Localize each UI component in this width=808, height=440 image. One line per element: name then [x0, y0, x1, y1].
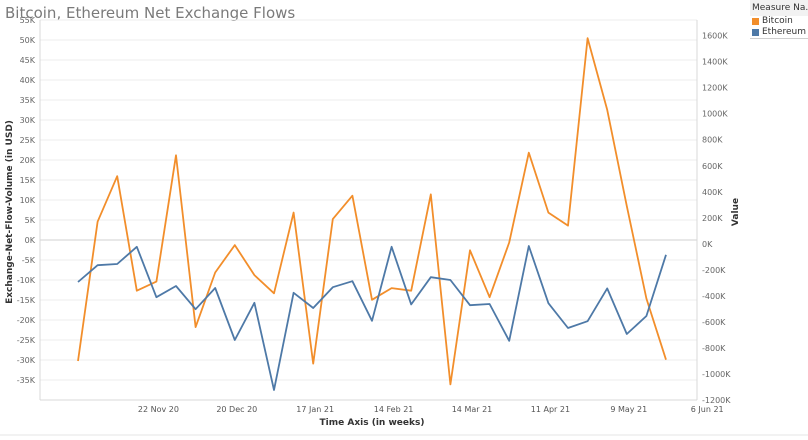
y2-axis-label: Value: [731, 198, 741, 226]
legend-item-bitcoin[interactable]: Bitcoin: [750, 16, 808, 27]
left-tick-label: 40K: [20, 76, 36, 85]
gridlines: [0, 19, 808, 436]
legend-title[interactable]: Measure Na...: [750, 0, 808, 16]
x-tick-label: 20 Dec 20: [216, 405, 257, 414]
left-tick-label: -25K: [17, 336, 36, 345]
series-lines: [77, 37, 667, 391]
right-tick-label: -200K: [702, 266, 726, 275]
x-tick-label: 14 Mar 21: [452, 405, 493, 414]
left-tick-label: 5K: [25, 216, 36, 225]
left-tick-label: -15K: [17, 296, 36, 305]
left-tick-label: 55K: [20, 16, 36, 25]
x-tick-label: 11 Apr 21: [531, 405, 570, 414]
x-tick-label: 9 May 21: [610, 405, 647, 414]
right-tick-label: -1200K: [702, 396, 731, 405]
x-tick-label: 17 Jan 21: [296, 405, 334, 414]
series-line-bitcoin: [77, 37, 667, 386]
series-line-ethereum: [77, 245, 667, 391]
legend-swatch-ethereum: [752, 29, 759, 36]
right-tick-label: -600K: [702, 318, 726, 327]
left-tick-label: 15K: [20, 176, 36, 185]
x-tick-label: 6 Jun 21: [691, 405, 724, 414]
right-tick-label: 400K: [702, 188, 723, 197]
left-tick-label: 30K: [20, 116, 36, 125]
chart-title: Bitcoin, Ethereum Net Exchange Flows: [5, 4, 296, 22]
x-tick-label: 22 Nov 20: [138, 405, 179, 414]
left-tick-label: 20K: [20, 156, 36, 165]
y-axis-label: Exchange-Net-Flow-Volume (in USD): [5, 120, 15, 304]
right-tick-label: -400K: [702, 292, 726, 301]
left-tick-label: -35K: [17, 376, 36, 385]
left-tick-label: -10K: [17, 276, 36, 285]
legend-label-ethereum: Ethereum: [762, 27, 806, 37]
left-tick-label: 25K: [20, 136, 36, 145]
right-tick-label: 1600K: [702, 32, 728, 41]
right-tick-label: 800K: [702, 136, 723, 145]
left-tick-label: -5K: [22, 256, 36, 265]
x-axis-ticks: 22 Nov 20 20 Dec 20 17 Jan 21 14 Feb 21 14 M…: [138, 405, 724, 414]
left-tick-label: -30K: [17, 356, 36, 365]
right-tick-label: 1200K: [702, 84, 728, 93]
left-tick-label: 45K: [20, 56, 36, 65]
left-tick-label: 50K: [20, 36, 36, 45]
x-axis-label: Time Axis (in weeks): [320, 418, 425, 428]
left-tick-label: -20K: [17, 316, 36, 325]
legend-label-bitcoin: Bitcoin: [762, 16, 793, 26]
right-axis-ticks: -1200K -1000K -800K -600K -400K -200K 0K 200K 40…: [702, 32, 731, 405]
legend: Measure Na... Bitcoin Ethereum: [750, 0, 808, 39]
legend-swatch-bitcoin: [752, 18, 759, 25]
right-tick-label: 1400K: [702, 58, 728, 67]
x-tick-label: 14 Feb 21: [374, 405, 414, 414]
left-axis-ticks: -35K -30K -25K -20K -15K -10K -5K 0K 5K 10K 15K 20K…: [17, 16, 36, 385]
right-tick-label: 600K: [702, 162, 723, 171]
right-tick-label: 1000K: [702, 110, 728, 119]
legend-item-ethereum[interactable]: Ethereum: [750, 27, 808, 39]
right-tick-label: 0K: [702, 240, 713, 249]
right-tick-label: 200K: [702, 214, 723, 223]
right-tick-label: -1000K: [702, 370, 731, 379]
left-tick-label: 10K: [20, 196, 36, 205]
left-tick-label: 0K: [25, 236, 36, 245]
left-tick-label: 35K: [20, 96, 36, 105]
right-tick-label: -800K: [702, 344, 726, 353]
